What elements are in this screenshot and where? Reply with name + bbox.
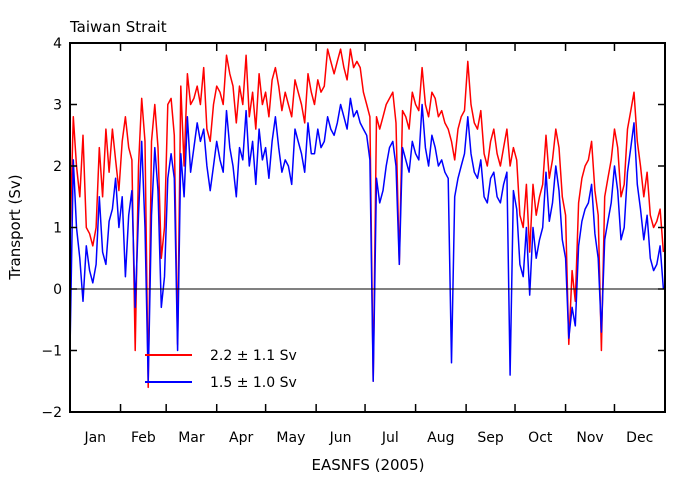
x-axis-label: EASNFS (2005) xyxy=(311,456,424,474)
legend-label-series-2: 1.5 ± 1.0 Sv xyxy=(210,375,297,391)
series-layer xyxy=(69,48,665,389)
x-tick-label-oct: Oct xyxy=(528,430,553,446)
x-tick-label-sep: Sep xyxy=(477,430,504,446)
y-tick-label: −1 xyxy=(41,344,62,360)
series-line-2 xyxy=(69,97,665,383)
x-tick-label-jan: Jan xyxy=(83,430,106,446)
series-line-1 xyxy=(69,48,665,389)
y-tick-label: 2 xyxy=(53,159,62,175)
x-tick-label-jul: Jul xyxy=(381,430,399,446)
x-tick-label-nov: Nov xyxy=(576,430,603,446)
x-tick-label-feb: Feb xyxy=(131,430,156,446)
axis-layer: −2 −1 0 1 2 3 4 Jan Feb Mar Apr May Jun Jul Aug Sep Oct N… xyxy=(41,36,665,446)
x-tick-label-aug: Aug xyxy=(427,430,454,446)
legend-label-series-1: 2.2 ± 1.1 Sv xyxy=(210,348,297,364)
x-tick-label-apr: Apr xyxy=(229,430,253,446)
x-tick-label-dec: Dec xyxy=(626,430,653,446)
y-tick-label: 3 xyxy=(53,98,62,114)
x-tick-label-may: May xyxy=(276,430,305,446)
y-tick-label: 0 xyxy=(53,282,62,298)
y-tick-label: 4 xyxy=(53,36,62,52)
legend: 2.2 ± 1.1 Sv 1.5 ± 1.0 Sv xyxy=(145,348,297,391)
y-tick-label: 1 xyxy=(53,221,62,237)
plot-frame xyxy=(69,42,666,413)
x-tick-label-mar: Mar xyxy=(178,430,205,446)
y-axis-label: Transport (Sv) xyxy=(6,174,24,280)
x-tick-label-jun: Jun xyxy=(329,430,352,446)
y-tick-label: −2 xyxy=(41,405,62,421)
chart-title: Taiwan Strait xyxy=(69,18,167,36)
